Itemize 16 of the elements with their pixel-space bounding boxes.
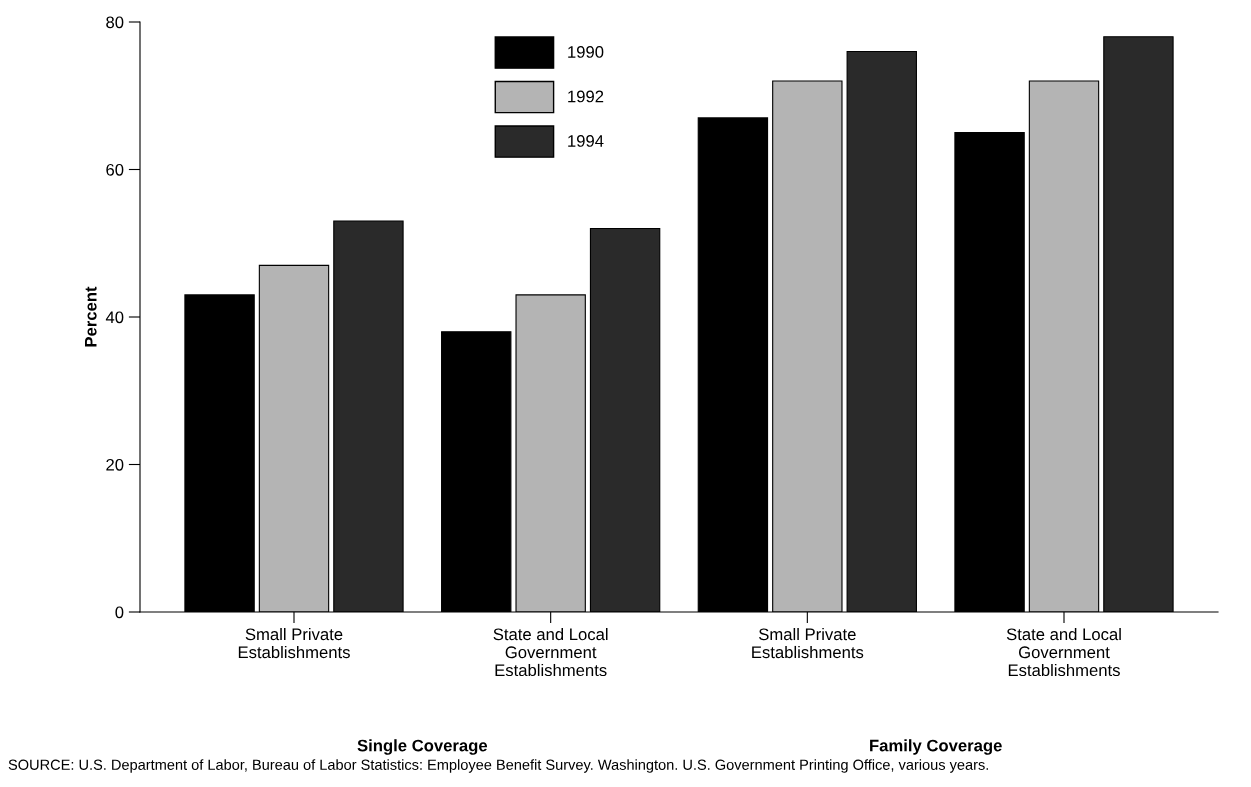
- text: Single Coverage: [357, 739, 488, 755]
- y-tick-label: 20: [106, 458, 124, 471]
- y-tick-label: 0: [115, 606, 124, 619]
- y-axis-title: Percent: [85, 286, 97, 347]
- x-tick-label: Small Private Establishments: [752, 627, 864, 659]
- x-tick-label: State and Local Government Establishments: [493, 627, 608, 677]
- legend-label: 1994: [568, 135, 604, 147]
- legend-label: 1990: [568, 46, 604, 58]
- x-tick-label: State and Local Government Establishments: [1006, 627, 1121, 677]
- legend-label: 1992: [568, 90, 604, 103]
- x-tick-label: Small Private Establishments: [238, 627, 350, 659]
- text: Family Coverage: [870, 739, 1002, 755]
- source-note: SOURCE: U.S. Department of Labor, Bureau of Labor Statistics: Employee Benefit Survey. Washington. U.S. Government Printing Office, various years.: [8, 759, 988, 773]
- y-tick-label: 60: [106, 163, 124, 176]
- y-tick-label: 40: [105, 311, 124, 324]
- y-tick-label: 80: [106, 16, 124, 29]
